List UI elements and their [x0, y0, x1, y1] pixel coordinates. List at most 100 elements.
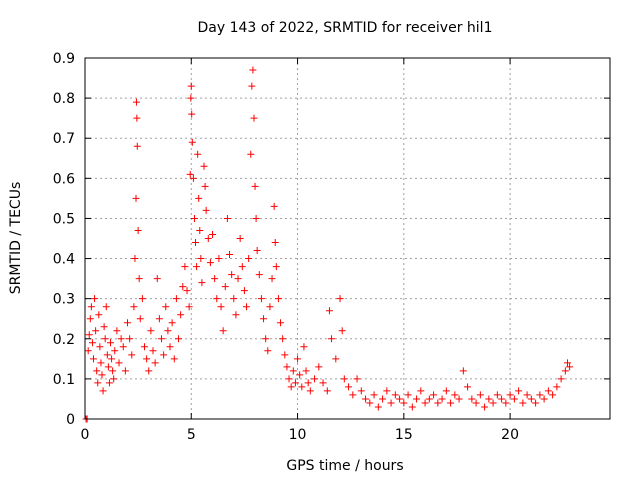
data-point	[187, 82, 195, 90]
data-point	[136, 315, 144, 323]
data-point	[243, 303, 251, 311]
data-point	[566, 363, 574, 371]
data-point	[325, 307, 333, 315]
data-point	[302, 367, 310, 375]
plot-frame	[84, 57, 611, 420]
data-point	[211, 275, 219, 283]
data-point	[563, 359, 571, 367]
data-point	[213, 295, 221, 303]
data-point	[200, 162, 208, 170]
data-point	[366, 399, 374, 407]
data-point	[485, 395, 493, 403]
data-point	[153, 275, 161, 283]
data-point	[132, 98, 140, 106]
data-point	[141, 343, 149, 351]
data-point	[253, 247, 261, 255]
data-point	[228, 271, 236, 279]
data-point	[84, 347, 92, 355]
data-point	[481, 403, 489, 411]
data-point	[223, 214, 231, 222]
x-tick-label: 20	[501, 427, 519, 443]
data-point	[272, 263, 280, 271]
data-point	[101, 335, 109, 343]
data-point	[319, 379, 327, 387]
data-point	[248, 82, 256, 90]
data-point	[92, 327, 100, 335]
x-tick-label: 10	[289, 427, 307, 443]
data-point	[168, 319, 176, 327]
data-point	[86, 315, 94, 323]
data-point	[105, 379, 113, 387]
data-point	[400, 399, 408, 407]
x-tick-label: 5	[187, 427, 196, 443]
data-point	[294, 355, 302, 363]
data-point	[285, 375, 293, 383]
data-point	[230, 295, 238, 303]
data-point	[291, 379, 299, 387]
data-point	[175, 335, 183, 343]
data-point	[247, 150, 255, 158]
data-point	[209, 230, 217, 238]
data-point	[311, 375, 319, 383]
data-point	[164, 327, 172, 335]
data-point	[425, 395, 433, 403]
data-point	[121, 367, 129, 375]
data-point	[119, 343, 127, 351]
data-point	[107, 339, 115, 347]
data-point	[434, 399, 442, 407]
data-point	[519, 399, 527, 407]
data-point	[532, 399, 540, 407]
data-point	[198, 279, 206, 287]
data-point	[252, 214, 260, 222]
data-point	[396, 395, 404, 403]
data-point	[413, 395, 421, 403]
data-point	[357, 387, 365, 395]
data-point	[379, 395, 387, 403]
data-point	[340, 375, 348, 383]
data-point	[464, 383, 472, 391]
data-point	[281, 351, 289, 359]
data-point	[172, 295, 180, 303]
data-point	[189, 174, 197, 182]
data-point	[128, 351, 136, 359]
data-point	[510, 395, 518, 403]
data-point	[170, 355, 178, 363]
data-point	[274, 295, 282, 303]
data-point	[179, 283, 187, 291]
data-point	[338, 327, 346, 335]
data-point	[196, 226, 204, 234]
data-point	[387, 399, 395, 407]
data-point	[268, 275, 276, 283]
data-point	[201, 182, 209, 190]
data-point	[111, 347, 119, 355]
data-point	[96, 343, 104, 351]
x-axis-label: GPS time / hours	[286, 458, 403, 474]
data-point	[353, 375, 361, 383]
data-point	[264, 347, 272, 355]
data-point	[143, 355, 151, 363]
data-point	[217, 303, 225, 311]
axes: 0 0.1 0.2 0.3 0.4 0.5 0.6 0.7 0.8 0.9 0 5 10 15 20	[53, 51, 610, 443]
data-point	[90, 355, 98, 363]
data-point	[472, 399, 480, 407]
data-point	[557, 375, 565, 383]
x-tick-label: 0	[81, 427, 90, 443]
data-point	[85, 331, 93, 339]
data-point	[289, 367, 297, 375]
data-point	[221, 283, 229, 291]
data-point	[181, 263, 189, 271]
data-point	[188, 138, 196, 146]
data-point	[238, 263, 246, 271]
data-point	[162, 303, 170, 311]
data-point	[126, 335, 134, 343]
data-point	[536, 391, 544, 399]
data-point	[540, 395, 548, 403]
data-point	[287, 383, 295, 391]
data-point	[195, 194, 203, 202]
data-point	[527, 395, 535, 403]
y-axis-label: SRMTID / TECUs	[8, 182, 24, 295]
data-point	[232, 311, 240, 319]
data-point	[408, 403, 416, 411]
data-point	[544, 387, 552, 395]
